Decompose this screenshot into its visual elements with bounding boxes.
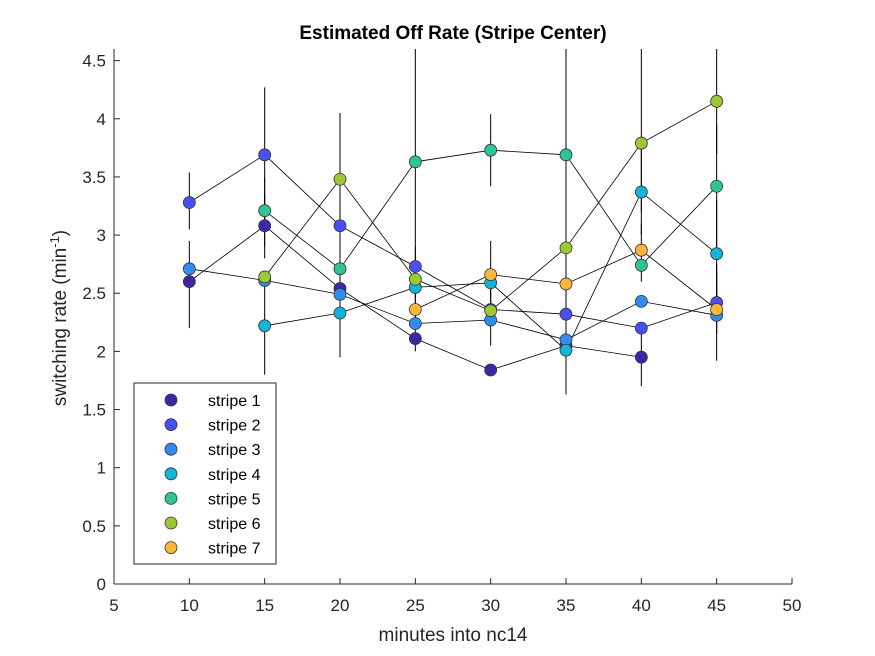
- data-point: [484, 143, 498, 157]
- data-point: [710, 179, 724, 193]
- y-tick-label: 0.5: [82, 517, 106, 536]
- y-tick-label: 2.5: [82, 284, 106, 303]
- data-point: [634, 243, 648, 257]
- legend: stripe 1 stripe 2 stripe 3 stripe 4 stripe 5…: [133, 382, 277, 565]
- data-point: [634, 136, 648, 150]
- data-point: [333, 306, 347, 320]
- legend-marker: [164, 442, 178, 456]
- data-point: [258, 219, 272, 233]
- x-tick-label: 45: [707, 596, 726, 615]
- x-tick-label: 20: [331, 596, 350, 615]
- x-tick-label: 50: [783, 596, 802, 615]
- legend-marker: [164, 491, 178, 505]
- data-point: [634, 294, 648, 308]
- data-point: [333, 219, 347, 233]
- data-point: [258, 148, 272, 162]
- data-point: [484, 268, 498, 282]
- data-point: [634, 185, 648, 199]
- data-point: [559, 307, 573, 321]
- x-tick-label: 10: [180, 596, 199, 615]
- data-point: [559, 241, 573, 255]
- data-point: [408, 260, 422, 273]
- y-axis-title: switching rate (min-1): [47, 230, 71, 406]
- x-axis-title: minutes into nc14: [379, 625, 528, 646]
- data-point: [559, 343, 573, 357]
- data-point: [634, 350, 648, 364]
- data-point: [258, 204, 272, 218]
- data-point: [258, 319, 272, 333]
- legend-label: stripe 3: [208, 442, 261, 459]
- data-point: [408, 303, 422, 316]
- x-tick-label: 15: [255, 596, 274, 615]
- legend-marker: [164, 467, 178, 481]
- legend-label: stripe 7: [208, 541, 261, 558]
- legend-label: stripe 4: [208, 467, 261, 484]
- axes: 5 10 15 20 25 30 35 40 45 50 0 0.5 1 1.5 2 2.5 3 3.5 4 4.5: [82, 49, 801, 615]
- y-tick-label: 1: [97, 459, 106, 478]
- data-point: [710, 94, 724, 108]
- data-point: [182, 196, 196, 209]
- series-markers: [182, 94, 724, 377]
- data-point: [710, 303, 724, 316]
- x-tick-label: 5: [109, 596, 118, 615]
- data-point: [710, 247, 724, 261]
- data-point: [258, 270, 272, 284]
- data-point: [182, 275, 196, 289]
- legend-label: stripe 1: [208, 393, 261, 410]
- data-point: [408, 155, 422, 169]
- y-tick-label: 2: [97, 342, 106, 361]
- y-tick-label: 4.5: [82, 52, 106, 71]
- legend-label: stripe 6: [208, 516, 261, 533]
- legend-marker: [164, 418, 178, 432]
- data-point: [333, 262, 347, 276]
- data-point: [484, 363, 498, 377]
- series-line: [189, 154, 717, 329]
- series-line: [189, 268, 717, 341]
- legend-label: stripe 2: [208, 418, 261, 435]
- data-point: [634, 321, 648, 335]
- y-tick-label: 3: [97, 226, 106, 245]
- y-axis-title-exponent: -1: [47, 236, 62, 248]
- y-tick-label: 3.5: [82, 168, 106, 187]
- data-point: [634, 258, 648, 272]
- data-point: [408, 332, 422, 345]
- x-tick-label: 35: [557, 596, 576, 615]
- data-point: [333, 172, 347, 186]
- y-tick-label: 0: [97, 575, 106, 594]
- legend-box: [133, 382, 277, 565]
- data-point: [182, 262, 196, 276]
- legend-marker: [164, 516, 178, 530]
- data-point: [408, 272, 422, 286]
- legend-marker: [164, 541, 178, 554]
- data-point: [559, 277, 573, 291]
- data-point: [333, 288, 347, 301]
- legend-label: stripe 5: [208, 491, 261, 508]
- y-tick-label: 1.5: [82, 401, 106, 420]
- chart-title: Estimated Off Rate (Stripe Center): [299, 23, 606, 44]
- y-axis-title-main: switching rate (min: [50, 248, 71, 406]
- legend-marker: [164, 393, 178, 407]
- y-tick-label: 4: [97, 110, 106, 129]
- data-point: [559, 148, 573, 162]
- y-axis-title-close: ): [50, 230, 71, 236]
- data-point: [408, 317, 422, 330]
- x-tick-label: 25: [406, 596, 425, 615]
- x-tick-label: 40: [632, 596, 651, 615]
- data-point: [484, 304, 498, 318]
- x-tick-label: 30: [481, 596, 500, 615]
